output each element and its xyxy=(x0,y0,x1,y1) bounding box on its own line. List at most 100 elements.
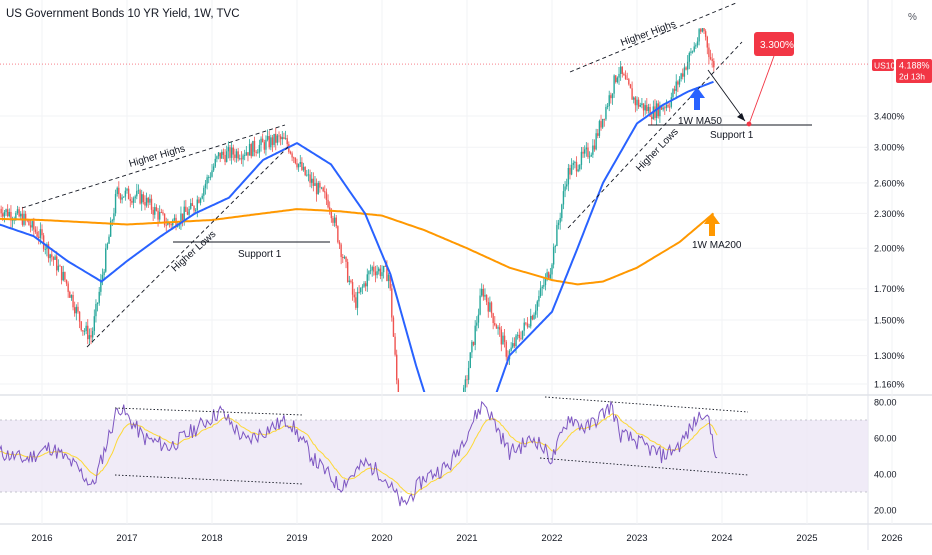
time-tick-label: 2016 xyxy=(31,533,52,544)
candle-body xyxy=(36,231,38,237)
candle-body xyxy=(139,190,141,204)
candle-body xyxy=(163,213,166,225)
candle-body xyxy=(33,221,35,230)
candle-body xyxy=(494,323,496,326)
candle-body xyxy=(387,274,390,282)
candle-body xyxy=(515,335,517,347)
candle-body xyxy=(673,89,676,91)
symbol-label: US10Y xyxy=(874,61,901,71)
candle-body xyxy=(6,209,9,217)
candle-body xyxy=(100,279,102,292)
candle-body xyxy=(704,31,707,37)
candle-body xyxy=(77,306,79,312)
price-tick-label: 1.500% xyxy=(874,315,905,325)
candle-body xyxy=(570,164,573,175)
candle-body xyxy=(279,136,282,140)
candle-body xyxy=(363,283,365,287)
candle-body xyxy=(386,266,388,282)
candle-body xyxy=(222,151,225,155)
candle-body xyxy=(713,61,715,68)
candle-body xyxy=(624,75,627,80)
candle-body xyxy=(660,105,663,110)
candle-body xyxy=(123,196,125,198)
candle-body xyxy=(543,285,545,287)
candle-body xyxy=(194,210,197,211)
candle-body xyxy=(229,147,231,158)
candle-body xyxy=(533,314,535,320)
candle-body xyxy=(42,235,45,250)
candle-body xyxy=(552,247,555,265)
candle-body xyxy=(73,307,76,314)
candle-body xyxy=(595,133,597,150)
candle-body xyxy=(121,197,123,200)
ma50-label: 1W MA50 xyxy=(678,116,722,127)
candle-body xyxy=(355,297,357,308)
candle-body xyxy=(487,301,489,312)
candle-body xyxy=(476,322,478,326)
higher-lows-label-left: Higher Lows xyxy=(170,229,219,274)
candle-body xyxy=(87,325,89,340)
candle-body xyxy=(636,99,638,106)
candle-body xyxy=(70,294,73,298)
candle-body xyxy=(252,140,254,157)
candle-body xyxy=(83,330,86,332)
candle-body xyxy=(199,198,202,203)
candle-body xyxy=(644,105,646,111)
candle-body xyxy=(119,194,122,200)
candle-body xyxy=(18,209,20,217)
candle-body xyxy=(39,229,42,238)
candle-body xyxy=(678,78,681,85)
candle-body xyxy=(505,341,507,357)
candle-body xyxy=(562,191,565,205)
candle-body xyxy=(536,301,538,311)
candle-body xyxy=(708,47,710,58)
candle-body xyxy=(214,158,216,167)
candle-body xyxy=(114,194,117,214)
candle-body xyxy=(353,294,355,298)
candle-body xyxy=(369,270,372,272)
candle-body xyxy=(526,323,529,327)
candle-body xyxy=(500,329,503,345)
candle-body xyxy=(590,154,592,157)
candle-body xyxy=(234,154,236,158)
candle-body xyxy=(585,147,588,150)
candle-body xyxy=(196,199,198,211)
candle-body xyxy=(113,213,115,221)
candle-body xyxy=(559,217,561,223)
candle-body xyxy=(304,166,306,176)
projection-arrow-head xyxy=(737,113,745,121)
rsi-panel xyxy=(0,400,718,507)
candle-body xyxy=(356,291,359,308)
candle-body xyxy=(579,164,581,170)
candle-body xyxy=(24,213,27,220)
candle-body xyxy=(155,207,158,211)
candle-body xyxy=(392,317,395,337)
candle-body xyxy=(680,73,682,79)
candle-body xyxy=(345,256,347,262)
higher-highs-trendline-right xyxy=(569,2,737,73)
percent-toggle[interactable]: % xyxy=(908,12,917,23)
candle-body xyxy=(217,152,220,157)
candle-body xyxy=(588,156,591,158)
candle-body xyxy=(170,223,172,226)
candle-body xyxy=(539,288,542,297)
candle-body xyxy=(580,151,583,165)
candle-body xyxy=(320,187,323,189)
candle-body xyxy=(255,151,257,153)
candle-body xyxy=(481,288,483,296)
candle-body xyxy=(360,287,362,293)
candle-body xyxy=(28,220,30,226)
candle-body xyxy=(297,163,300,168)
candle-body xyxy=(611,93,614,99)
candle-body xyxy=(185,206,187,212)
candle-body xyxy=(239,158,241,160)
candle-body xyxy=(137,190,140,192)
candle-body xyxy=(335,217,337,227)
rsi-signal-line xyxy=(0,413,718,496)
candle-body xyxy=(651,116,653,120)
candle-body xyxy=(358,291,360,293)
higher-lows-trendline-right xyxy=(567,41,743,229)
candle-body xyxy=(134,196,136,199)
